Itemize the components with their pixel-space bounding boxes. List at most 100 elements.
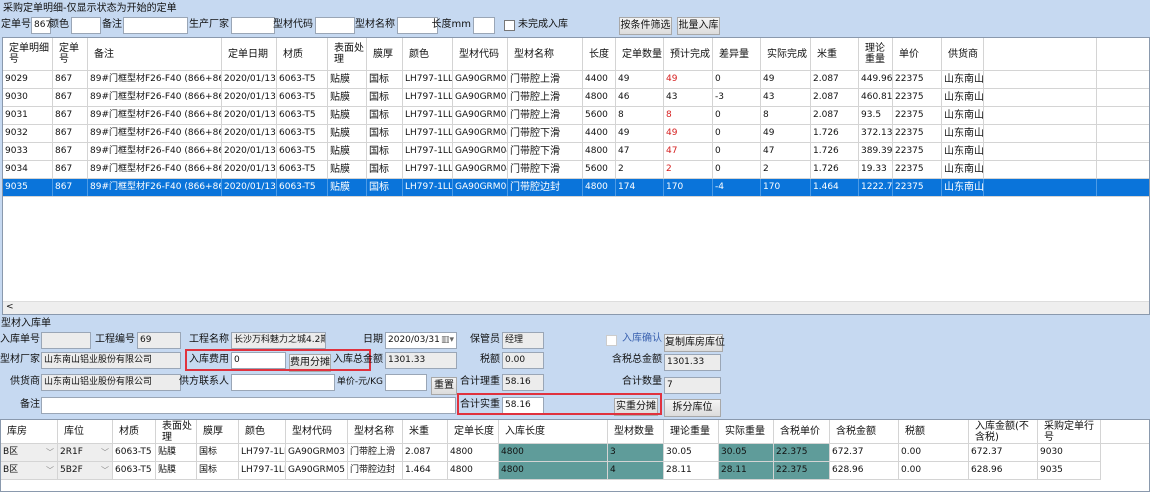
column-header[interactable] (984, 38, 1097, 70)
tax-total-input[interactable]: 1301.33 (664, 354, 721, 371)
table-row[interactable]: 9029 867 89#门框型材F26-F40 (866+867) 2020/01/1… (3, 71, 1149, 89)
column-header[interactable]: 材质 (113, 420, 156, 443)
remark-input[interactable] (41, 397, 456, 414)
column-header[interactable]: 定单号 (53, 38, 88, 70)
receipt-no-input[interactable] (41, 332, 91, 349)
warehouse-select[interactable]: B区 ﹀ (1, 444, 58, 461)
unit-price-input[interactable] (385, 374, 427, 391)
chevron-down-icon[interactable]: ﹀ (46, 448, 54, 457)
theory-weight-input[interactable]: 58.16 (502, 374, 544, 391)
code-input[interactable] (315, 17, 355, 34)
actual-weight-input[interactable]: 58.16 (502, 397, 544, 414)
qty-input[interactable]: 7 (664, 377, 721, 394)
color-input[interactable] (71, 17, 101, 34)
column-header[interactable]: 表面处理 (156, 420, 197, 443)
table-cell[interactable]: 28.11 (719, 462, 774, 479)
supplier-input[interactable]: 山东南山铝业股份有限公司 (41, 374, 181, 391)
table-row[interactable]: B区 ﹀ 2R1F ﹀ 6063-T5贴膜国标LH797-1LL0GA90GRM03门带… (1, 444, 1101, 462)
column-header[interactable]: 材质 (277, 38, 328, 70)
warehouse-select[interactable]: B区 ﹀ (1, 462, 58, 479)
column-header[interactable]: 库房 (1, 420, 58, 443)
fee-input[interactable]: 0 (231, 352, 286, 369)
tax-input[interactable]: 0.00 (502, 352, 544, 369)
column-header[interactable]: 型材名称 (348, 420, 403, 443)
incomplete-checkbox[interactable] (504, 20, 515, 31)
table-row[interactable]: 9034 867 89#门框型材F26-F40 (866+867) 2020/01/1… (3, 161, 1149, 179)
column-header[interactable]: 含税金额 (830, 420, 899, 443)
column-header[interactable]: 定单数量 (616, 38, 664, 70)
table-row[interactable]: 9033 867 89#门框型材F26-F40 (866+867) 2020/01/1… (3, 143, 1149, 161)
length-input[interactable] (473, 17, 495, 34)
table-row[interactable]: 9032 867 89#门框型材F26-F40 (866+867) 2020/01/1… (3, 125, 1149, 143)
table-cell[interactable]: 4800 (499, 462, 608, 479)
chevron-down-icon[interactable]: ﹀ (101, 466, 109, 475)
column-header[interactable]: 理论重量 (859, 38, 893, 70)
column-header[interactable]: 实际完成 (761, 38, 811, 70)
column-header[interactable]: 定单明细号 (3, 38, 53, 70)
scroll-left-icon[interactable]: < (6, 302, 14, 312)
table-cell[interactable]: 4800 (499, 444, 608, 461)
column-header[interactable]: 入库长度 (499, 420, 608, 443)
column-header[interactable]: 型材代码 (286, 420, 348, 443)
keeper-input[interactable]: 经理 (502, 332, 544, 349)
name-input[interactable] (397, 17, 438, 34)
column-header[interactable]: 膜厚 (367, 38, 403, 70)
location-select[interactable]: 2R1F ﹀ (58, 444, 113, 461)
fee-split-button[interactable]: 费用分摊 (289, 354, 331, 372)
order-no-input[interactable]: 867 (31, 17, 51, 34)
remark-input[interactable] (123, 17, 188, 34)
table-row[interactable]: 9030 867 89#门框型材F26-F40 (866+867) 2020/01/1… (3, 89, 1149, 107)
column-header[interactable]: 理论重量 (664, 420, 719, 443)
date-picker[interactable]: 2020/03/31 ▥▾ (385, 332, 457, 349)
confirm-checkbox[interactable] (606, 335, 617, 346)
total-input[interactable]: 1301.33 (385, 352, 457, 369)
column-header[interactable]: 表面处理 (328, 38, 367, 70)
maker-input[interactable]: 山东南山铝业股份有限公司 (41, 352, 181, 369)
table-cell[interactable]: 4 (608, 462, 664, 479)
column-header[interactable]: 实际重量 (719, 420, 774, 443)
location-select[interactable]: 5B2F ﹀ (58, 462, 113, 479)
column-header[interactable]: 供货商 (942, 38, 984, 70)
chevron-down-icon[interactable]: ﹀ (46, 466, 54, 475)
table-cell[interactable]: 22.375 (774, 462, 830, 479)
table-cell[interactable]: 30.05 (719, 444, 774, 461)
column-header[interactable]: 颜色 (239, 420, 286, 443)
column-header[interactable]: 采购定单行号 (1038, 420, 1101, 443)
column-header[interactable]: 入库金额(不含税) (969, 420, 1038, 443)
column-header[interactable]: 预计完成 (664, 38, 713, 70)
column-header[interactable]: 含税单价 (774, 420, 830, 443)
table-row[interactable]: 9031 867 89#门框型材F26-F40 (866+867) 2020/01/1… (3, 107, 1149, 125)
column-header[interactable]: 膜厚 (197, 420, 239, 443)
column-header[interactable]: 型材数量 (608, 420, 664, 443)
table-cell[interactable]: 3 (608, 444, 664, 461)
column-header[interactable]: 型材名称 (508, 38, 583, 70)
column-header[interactable]: 差异量 (713, 38, 761, 70)
table-row[interactable]: B区 ﹀ 5B2F ﹀ 6063-T5贴膜国标LH797-1LL0GA90GRM05门带… (1, 462, 1101, 480)
maker-input[interactable] (231, 17, 275, 34)
filter-button[interactable]: 按条件筛选 (619, 17, 672, 35)
copy-location-button[interactable]: 复制库房库位 (664, 334, 725, 352)
column-header[interactable]: 库位 (58, 420, 113, 443)
column-header[interactable]: 税额 (899, 420, 969, 443)
column-header[interactable]: 备注 (88, 38, 222, 70)
column-header[interactable]: 型材代码 (453, 38, 508, 70)
chevron-down-icon[interactable]: ﹀ (101, 448, 109, 457)
column-header[interactable]: 颜色 (403, 38, 453, 70)
calendar-dropdown-icon[interactable]: ▥▾ (440, 335, 454, 345)
actual-weight-split-button[interactable]: 实重分摊 (614, 398, 658, 416)
reset-button[interactable]: 重置 (431, 377, 457, 395)
table-cell[interactable]: 22.375 (774, 444, 830, 461)
split-location-button[interactable]: 拆分库位 (664, 399, 721, 417)
column-header[interactable]: 定单日期 (222, 38, 277, 70)
column-header[interactable]: 单价 (893, 38, 942, 70)
contact-input[interactable] (231, 374, 335, 391)
table-row[interactable]: 9035 867 89#门框型材F26-F40 (866+867) 2020/01/1… (3, 179, 1149, 197)
horizontal-scrollbar[interactable]: < (3, 301, 1149, 314)
column-header[interactable]: 米重 (811, 38, 859, 70)
project-name-input[interactable]: 长沙万科魅力之城4.2期 (231, 332, 326, 349)
batch-receive-button[interactable]: 批量入库 (677, 17, 720, 35)
project-no-input[interactable]: 69 (137, 332, 181, 349)
column-header[interactable]: 米重 (403, 420, 448, 443)
column-header[interactable]: 长度 (583, 38, 616, 70)
column-header[interactable]: 定单长度 (448, 420, 499, 443)
